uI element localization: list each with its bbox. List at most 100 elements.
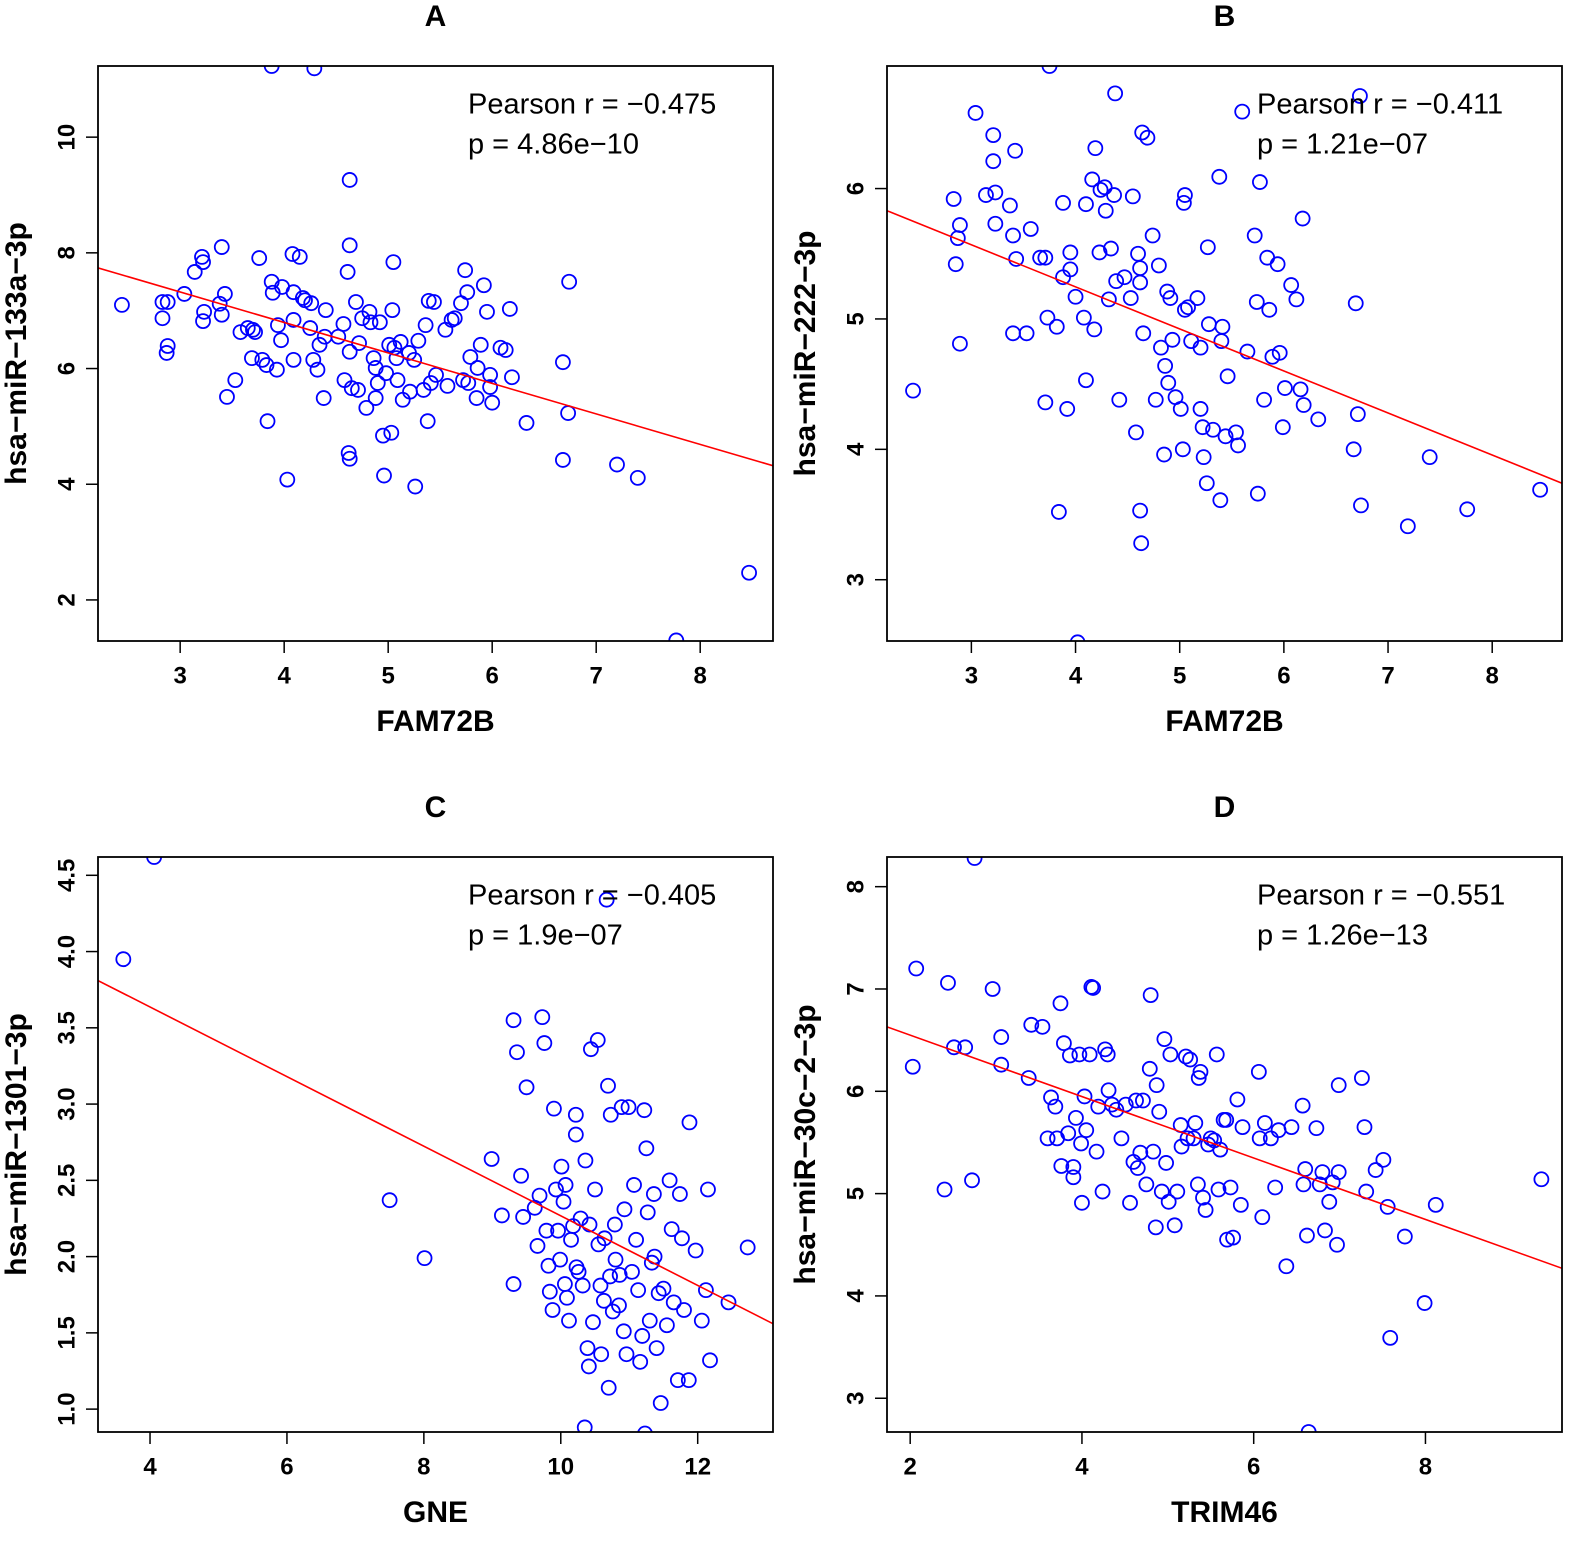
panel-title: D [1214,791,1236,824]
point [1160,1193,1177,1210]
point [285,312,302,328]
point [1022,221,1039,237]
point [1169,1183,1186,1200]
point [1132,502,1149,519]
point [650,1285,667,1302]
point [1299,1227,1315,1244]
point [309,361,326,378]
point [1078,1122,1095,1139]
point [341,237,358,254]
point [1202,1130,1219,1147]
point [1050,504,1067,520]
point [607,1251,624,1268]
point [966,857,983,866]
x-tick-label: 5 [1173,662,1186,689]
point [1195,1189,1211,1206]
point [1076,1088,1093,1105]
point [1187,1115,1204,1131]
point [305,351,322,368]
point [534,1009,551,1026]
point [484,394,501,411]
point [291,248,308,265]
point [428,367,444,383]
x-tick-label: 3 [965,662,978,689]
point [1177,187,1193,203]
point [1261,301,1278,318]
y-tick-label: 1.0 [53,1392,80,1425]
point [598,891,615,908]
point [615,1323,632,1340]
y-tick-label: 5 [842,1187,869,1200]
point [544,1302,561,1318]
point [1189,1176,1206,1193]
point [348,294,364,310]
point [1222,1179,1239,1196]
point [550,1222,566,1239]
point [553,1158,570,1175]
point [720,1294,737,1311]
point [1300,1424,1317,1432]
point [482,379,499,395]
point [1148,1077,1165,1094]
point [1208,1046,1225,1063]
point [392,334,409,350]
point [583,1041,599,1058]
point [1197,1202,1214,1218]
point [1192,339,1209,356]
y-tick-label: 1.5 [53,1316,80,1349]
point [367,390,384,406]
point [693,1312,710,1329]
point [1100,1082,1117,1099]
point [1052,995,1069,1012]
point [505,1012,522,1029]
panel-title: C [425,791,447,824]
point [1317,1222,1333,1239]
point [375,427,391,444]
x-tick-label: 3 [173,662,186,689]
point [1005,325,1021,342]
fit-line [98,267,773,467]
point [158,345,175,361]
point [602,1268,618,1285]
point [555,354,571,371]
point [1292,381,1309,398]
point [580,1358,597,1375]
y-axis-label: hsa−miR−133a−3p [0,222,33,485]
point [945,191,962,207]
panel-title: B [1214,0,1236,33]
point [468,390,485,406]
y-axis-label: hsa−miR−1301−3p [0,1013,33,1276]
annotation: Pearson r = −0.475 [468,89,716,121]
point [515,1209,532,1225]
point [475,277,492,294]
point [904,1058,921,1075]
point [548,1181,564,1198]
point [1094,1183,1111,1200]
point [561,273,578,290]
point [263,66,280,74]
point [700,1181,716,1198]
x-tick-label: 2 [904,1453,917,1480]
point [1133,535,1150,552]
point [1067,288,1084,305]
point [1347,295,1364,312]
point [681,1114,698,1131]
point [1132,274,1149,291]
point [159,338,176,354]
point [1122,1194,1138,1211]
x-tick-label: 8 [1486,662,1499,689]
point [964,1172,980,1189]
x-tick-label: 5 [381,662,394,689]
point [1107,85,1124,102]
point [1250,1063,1267,1080]
point [637,1425,653,1432]
point [1288,291,1305,308]
point [211,295,228,312]
point [1037,394,1054,411]
point [1219,368,1236,385]
point [634,1328,651,1344]
y-tick-label: 8 [53,246,80,259]
point [702,1352,718,1369]
point [1271,344,1288,361]
point [1111,391,1128,408]
